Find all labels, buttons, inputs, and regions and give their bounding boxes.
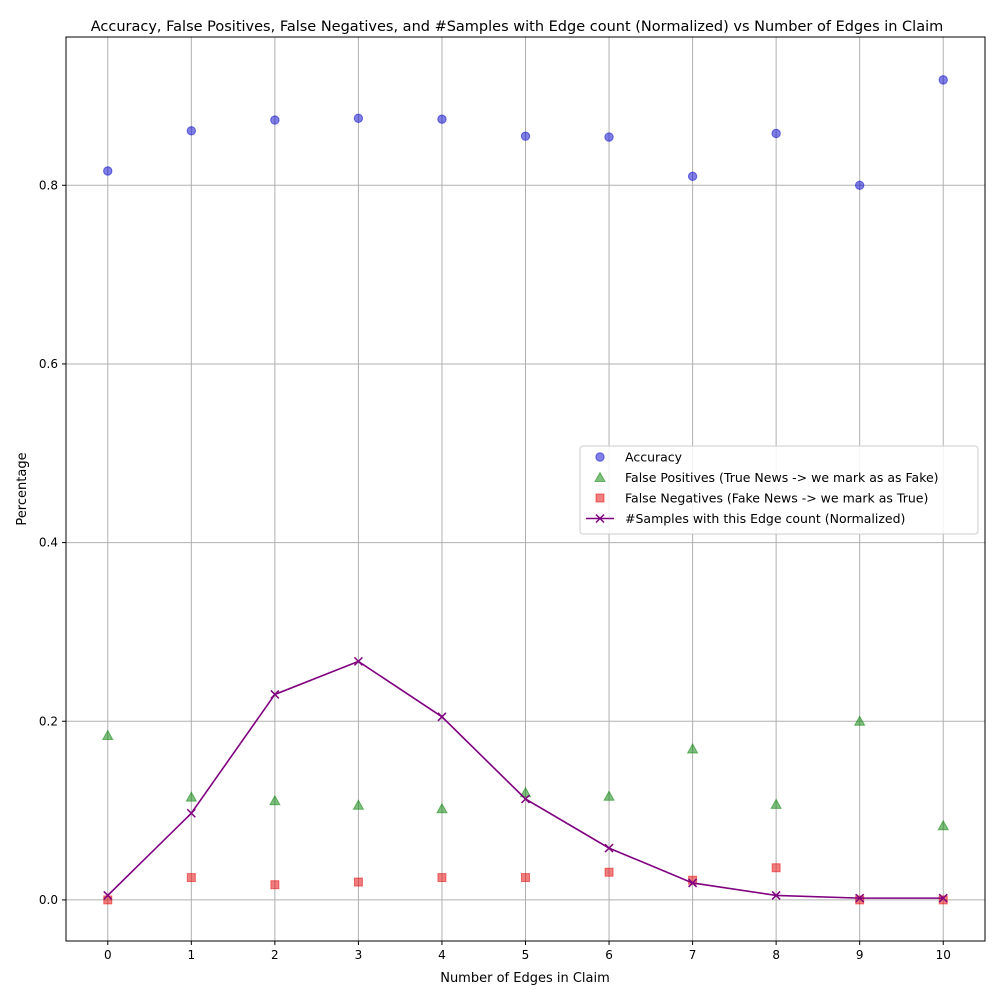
series-3: [103, 656, 948, 903]
y-tick-label: 0.4: [39, 536, 58, 550]
data-point: [437, 712, 447, 722]
x-tick-label: 1: [187, 948, 195, 962]
data-point: [604, 132, 614, 142]
legend-label: False Negatives (Fake News -> we mark as…: [625, 491, 928, 506]
x-tick-label: 6: [605, 948, 613, 962]
legend-marker: [594, 471, 606, 482]
plot-area: [101, 75, 950, 905]
data-point: [352, 799, 365, 810]
x-tick-label: 8: [772, 948, 780, 962]
data-point: [519, 786, 532, 798]
y-tick-label: 0.6: [39, 357, 58, 371]
data-point: [853, 715, 866, 726]
legend: Accuracy False Positives (True News -> we…: [579, 445, 979, 535]
data-point: [103, 895, 113, 905]
x-tick-label: 9: [856, 948, 864, 962]
y-tick-label: 0.2: [39, 714, 58, 728]
legend-marker: [595, 513, 605, 524]
data-point: [855, 893, 865, 903]
data-point: [185, 791, 198, 802]
x-tick-label: 4: [438, 948, 446, 962]
data-point: [520, 794, 531, 804]
legend-box: [579, 445, 979, 535]
legend-label: #Samples with this Edge count (Normalize…: [625, 511, 905, 526]
data-point: [938, 895, 948, 905]
data-point: [520, 131, 531, 141]
data-point: [269, 794, 281, 806]
data-point: [437, 873, 447, 883]
legend-entry: False Positives (True News -> we mark as…: [594, 470, 939, 485]
data-point: [353, 656, 363, 666]
data-point: [521, 873, 530, 883]
data-point: [103, 166, 113, 176]
data-point: [771, 128, 781, 139]
data-point: [603, 790, 615, 801]
legend-marker: [595, 493, 605, 503]
data-point: [186, 126, 197, 136]
data-point: [937, 819, 950, 831]
data-point: [437, 114, 447, 124]
legend-entry: False Negatives (Fake News -> we mark as…: [595, 491, 928, 506]
y-tick-label: 0.0: [39, 893, 58, 907]
legend-label: False Positives (True News -> we mark as…: [625, 470, 939, 485]
data-point: [186, 808, 196, 818]
x-tick-label: 10: [936, 948, 951, 962]
data-point: [270, 115, 280, 125]
data-point: [604, 843, 614, 853]
data-point: [771, 863, 781, 873]
data-point: [270, 689, 280, 699]
data-point: [688, 875, 698, 885]
y-tick-label: 0.8: [39, 178, 58, 192]
data-point: [938, 893, 948, 903]
y-axis: 0.0 0.2 0.4 0.6 0.8: [39, 178, 66, 907]
series-1: [101, 715, 950, 831]
x-tick-label: 5: [522, 948, 530, 962]
legend-entry: Accuracy: [595, 450, 683, 465]
series-2: [103, 863, 948, 905]
data-point: [604, 867, 614, 877]
data-point: [854, 180, 865, 190]
data-point: [687, 171, 698, 182]
x-axis-label: Number of Edges in Claim: [440, 971, 610, 986]
data-point: [270, 880, 280, 890]
legend-marker: [595, 452, 605, 462]
x-tick-label: 3: [355, 948, 363, 962]
x-tick-label: 0: [104, 948, 112, 962]
data-point: [353, 877, 363, 887]
legend-entry: #Samples with this Edge count (Normalize…: [586, 511, 905, 526]
data-point: [101, 729, 114, 741]
data-point: [436, 802, 448, 814]
chart-title: Accuracy, False Positives, False Negativ…: [91, 19, 944, 35]
data-point: [770, 798, 782, 809]
data-point: [938, 75, 948, 85]
data-point: [855, 895, 865, 905]
data-point: [771, 890, 781, 900]
data-point: [103, 890, 113, 900]
data-point: [353, 113, 364, 123]
x-tick-label: 7: [689, 948, 697, 962]
data-point: [688, 878, 698, 888]
legend-label: Accuracy: [625, 450, 683, 465]
data-point: [186, 873, 196, 883]
x-tick-label: 2: [271, 948, 279, 962]
y-axis-label: Percentage: [15, 452, 30, 525]
series-0: [103, 75, 948, 190]
x-axis: 0 1 2 3 4 5 6 7 8 9 10: [104, 941, 951, 962]
data-point: [686, 742, 699, 754]
